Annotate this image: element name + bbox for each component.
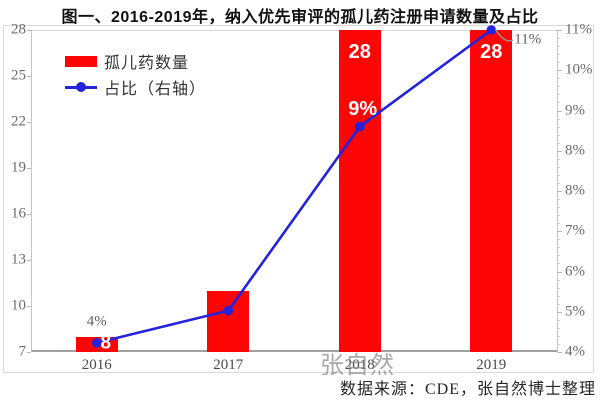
watermark: 张自然 [320,353,395,379]
legend-item-line-series: 占比（右轴） [65,74,206,100]
source-note: 数据来源：CDE，张自然博士整理 [339,381,596,398]
legend-item-bar-series: 孤儿药数量 [65,48,206,74]
chart-title: 图一、2016-2019年，纳入优先审评的孤儿药注册申请数量及占比 [61,9,539,26]
line-series-swatch-icon [65,82,97,93]
legend-label-bar: 孤儿药数量 [104,55,190,72]
legend-label-line: 占比（右轴） [104,81,207,98]
bar-series-swatch-icon [65,55,97,67]
legend: 孤儿药数量 占比（右轴） [65,48,206,100]
chart-border [3,25,594,373]
